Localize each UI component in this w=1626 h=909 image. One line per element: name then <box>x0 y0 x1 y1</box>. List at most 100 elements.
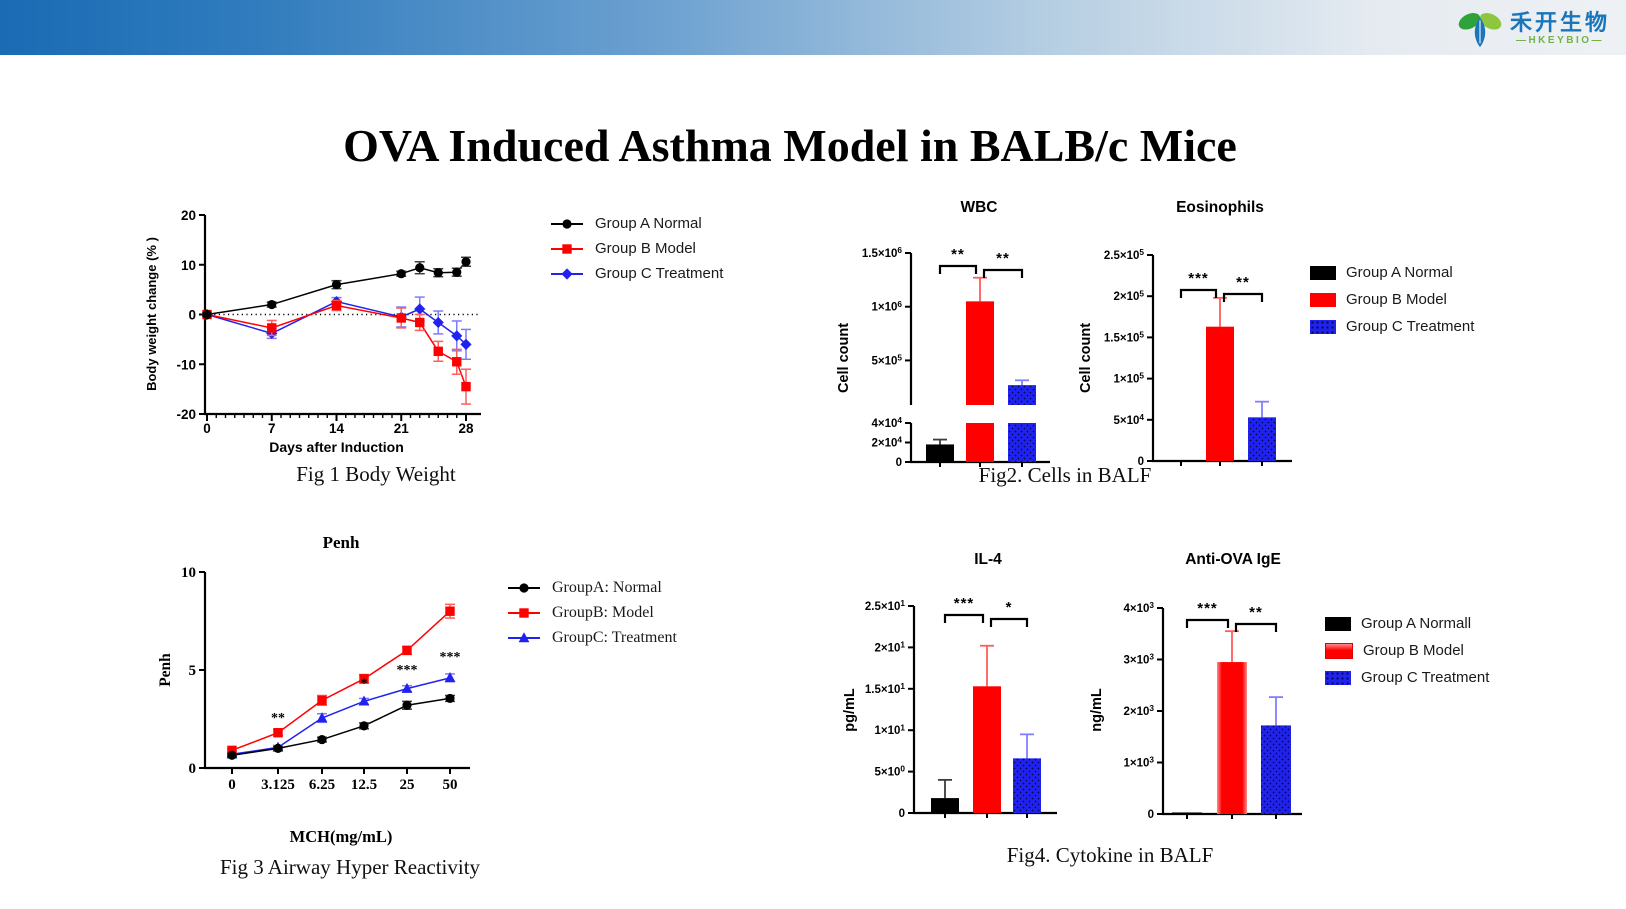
legend-item: Group C Treatment <box>1310 313 1474 340</box>
svg-text:-10: -10 <box>176 357 196 372</box>
svg-text:28: 28 <box>458 421 474 436</box>
fig3-legend: GroupA: Normal GroupB: Model GroupC: Treat… <box>506 575 677 650</box>
svg-text:Days after Induction: Days after Induction <box>269 439 404 455</box>
svg-text:***: *** <box>440 650 461 665</box>
svg-text:***: *** <box>954 595 975 612</box>
svg-text:Body weight change (% ): Body weight change (% ) <box>144 237 159 391</box>
svg-text:Penh: Penh <box>157 653 174 687</box>
blue-dots-swatch-icon <box>1325 670 1351 685</box>
svg-text:*: * <box>1006 599 1013 616</box>
fig1-legend: Group A Normal Group B Model Group C Treat… <box>549 211 723 286</box>
svg-text:***: *** <box>1197 600 1218 617</box>
svg-text:5×100: 5×100 <box>874 765 905 779</box>
svg-text:0: 0 <box>1138 456 1144 468</box>
legend-label: GroupC: Treatment <box>552 628 677 646</box>
svg-text:1.5×106: 1.5×106 <box>862 246 903 260</box>
legend-label: Group A Normal <box>1346 264 1453 281</box>
circle-marker-icon <box>551 218 583 229</box>
svg-text:2×103: 2×103 <box>1123 704 1154 718</box>
brand-name-en: —HKEYBIO— <box>1515 34 1605 46</box>
legend-label: Group B Model <box>1363 642 1464 659</box>
svg-text:Anti-OVA IgE: Anti-OVA IgE <box>1185 551 1281 568</box>
svg-text:1×101: 1×101 <box>874 723 905 737</box>
legend-item: Group A Normal <box>1310 259 1474 286</box>
eosinophils-bar-chart: Eosinophils Cell count 0 5×104 1×105 1.5×105 2… <box>1078 199 1292 468</box>
ige-bar-chart: Anti-OVA IgE ng/mL 0 1×103 2×103 3×103 4×103 **… <box>1089 551 1302 821</box>
svg-text:**: ** <box>1236 274 1250 291</box>
diamond-marker-icon <box>551 267 583 280</box>
penh-line-chart: Penh Penh 0 5 10 0 3.125 6.25 12.5 25 50 MCH(mg/mL)… <box>157 533 470 846</box>
svg-text:3.125: 3.125 <box>261 777 295 793</box>
svg-text:10: 10 <box>181 565 196 581</box>
svg-text:0: 0 <box>228 777 236 793</box>
fig2-caption: Fig2. Cells in BALF <box>978 463 1152 487</box>
legend-item: Group C Treatment <box>1325 664 1489 691</box>
svg-text:***: *** <box>1188 270 1209 287</box>
legend-item: Group B Model <box>1310 286 1474 313</box>
legend-item: Group C Treatment <box>549 261 723 286</box>
triangle-marker-icon <box>508 631 540 642</box>
svg-text:20: 20 <box>181 208 196 223</box>
circle-marker-icon <box>508 582 540 593</box>
square-marker-icon <box>508 607 540 618</box>
svg-text:Cell count: Cell count <box>836 323 852 393</box>
svg-text:1×103: 1×103 <box>1123 756 1154 770</box>
svg-text:Cell count: Cell count <box>1078 323 1094 393</box>
brand-text: 禾开生物 —HKEYBIO— <box>1510 10 1610 47</box>
body-weight-line-chart: Body weight change (% ) -20 -10 0 10 20 0 7 14 21… <box>144 208 481 455</box>
svg-text:25: 25 <box>400 777 415 793</box>
red-grad-swatch-icon <box>1325 642 1353 659</box>
brand-logo: 禾开生物 —HKEYBIO— <box>1457 4 1610 52</box>
svg-text:5×105: 5×105 <box>871 354 902 368</box>
svg-text:pg/mL: pg/mL <box>842 688 858 732</box>
legend-label: Group B Model <box>1346 291 1447 308</box>
svg-text:10: 10 <box>181 258 196 273</box>
svg-text:-20: -20 <box>176 407 196 422</box>
svg-text:0: 0 <box>188 308 196 323</box>
svg-text:ng/mL: ng/mL <box>1089 688 1105 732</box>
svg-text:1.5×105: 1.5×105 <box>1104 330 1145 344</box>
legend-item: Group B Model <box>1325 637 1489 664</box>
svg-text:**: ** <box>996 250 1010 267</box>
fig4-legend: Group A Normall Group B Model Group C Trea… <box>1325 610 1489 691</box>
fig3-caption: Fig 3 Airway Hyper Reactivity <box>219 855 481 879</box>
svg-text:Eosinophils: Eosinophils <box>1176 199 1264 216</box>
svg-text:2×105: 2×105 <box>1113 289 1144 303</box>
svg-text:21: 21 <box>394 421 410 436</box>
legend-item: Group A Normall <box>1325 610 1489 637</box>
svg-text:0: 0 <box>896 457 902 469</box>
wbc-bar-chart: WBC Cell count 0 2×104 4×104 5×105 1×106 1.5×10… <box>836 199 1050 469</box>
blue-dots-swatch-icon <box>1310 319 1336 334</box>
slide-title: OVA Induced Asthma Model in BALB/c Mice <box>343 119 1237 171</box>
legend-label: GroupA: Normal <box>552 578 662 596</box>
fig4-caption: Fig4. Cytokine in BALF <box>1006 843 1214 867</box>
black-swatch-icon <box>1325 616 1351 631</box>
svg-text:1.5×101: 1.5×101 <box>865 682 906 696</box>
svg-text:**: ** <box>271 711 285 726</box>
svg-text:5×104: 5×104 <box>1113 413 1144 427</box>
svg-text:2×101: 2×101 <box>874 640 905 654</box>
legend-label: GroupB: Model <box>552 603 654 621</box>
legend-label: Group C Treatment <box>1346 318 1475 335</box>
svg-text:IL-4: IL-4 <box>974 551 1002 568</box>
legend-label: Group C Treatment <box>595 265 724 282</box>
svg-text:Penh: Penh <box>323 533 360 552</box>
svg-text:0: 0 <box>189 761 197 777</box>
svg-text:4×104: 4×104 <box>871 416 902 430</box>
square-marker-icon <box>551 243 583 254</box>
fig1-caption: Fig 1 Body Weight <box>296 462 456 486</box>
svg-text:6.25: 6.25 <box>309 777 335 793</box>
legend-label: Group A Normall <box>1361 615 1472 632</box>
svg-text:**: ** <box>1249 604 1263 621</box>
svg-text:0: 0 <box>899 808 905 820</box>
svg-text:14: 14 <box>329 421 345 436</box>
svg-text:***: *** <box>397 663 418 678</box>
svg-text:4×103: 4×103 <box>1123 601 1154 615</box>
legend-label: Group C Treatment <box>1361 669 1490 686</box>
legend-item: GroupA: Normal <box>506 575 677 600</box>
svg-text:MCH(mg/mL): MCH(mg/mL) <box>290 827 393 846</box>
svg-text:50: 50 <box>443 777 458 793</box>
il4-bar-chart: IL-4 pg/mL 0 5×100 1×101 1.5×101 2×101 2.5×101 *… <box>842 551 1057 820</box>
header-bar <box>0 0 1626 55</box>
svg-text:0: 0 <box>203 421 211 436</box>
